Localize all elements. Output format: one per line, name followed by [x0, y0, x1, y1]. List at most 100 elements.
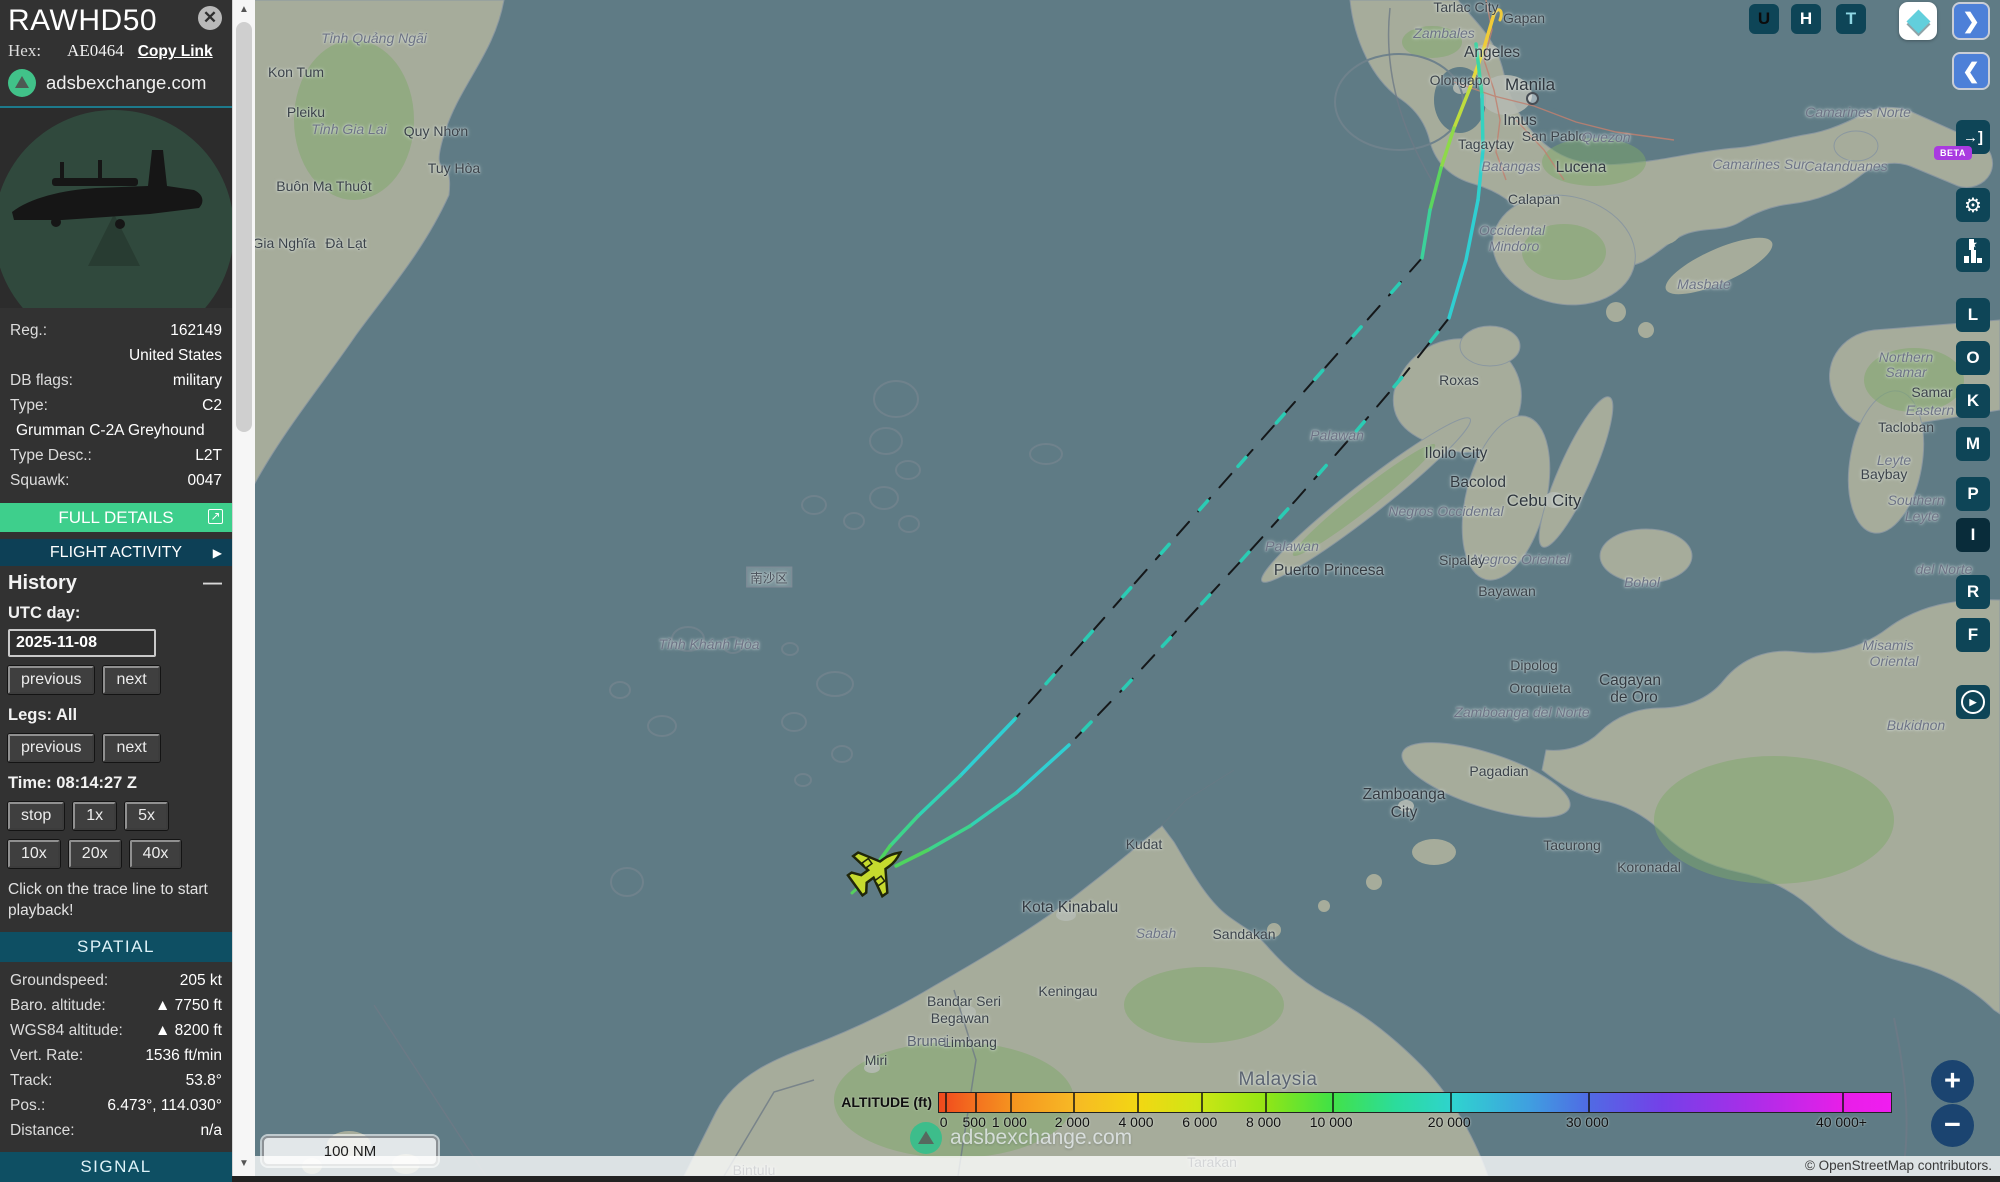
previous-day-button[interactable]: previous [8, 666, 95, 694]
map[interactable]: Tỉnh Quảng Ngãi Kon Tum Pleiku Tỉnh Gia Lai… [254, 0, 2000, 1176]
map-canvas [254, 0, 2000, 1176]
sidebar-scrollbar[interactable]: ▲ ▼ [232, 0, 255, 1176]
login-button[interactable]: →] [1956, 120, 1990, 154]
copy-link[interactable]: Copy Link [137, 43, 213, 60]
panel-collapse-button[interactable]: ❮ [1952, 52, 1990, 90]
field-row: Type Desc.: L2T [0, 443, 232, 468]
close-icon[interactable]: ✕ [198, 6, 222, 30]
replay-button[interactable]: ▶ [1956, 685, 1990, 719]
osm-attribution[interactable]: © OpenStreetMap contributors. [1804, 1158, 1992, 1173]
panel-expand-button[interactable]: ❯ [1952, 2, 1990, 40]
field-row: Groundspeed: 205 kt [0, 968, 232, 993]
login-icon: →] [1963, 128, 1983, 146]
layers-button[interactable] [1899, 2, 1937, 40]
field-label: Type: [10, 397, 48, 414]
field-label: Track: [10, 1072, 53, 1089]
map-toggle-t[interactable]: T [1836, 4, 1866, 34]
callsign-title: RAWHD50 [8, 4, 158, 37]
attribution-bar: © OpenStreetMap contributors. [254, 1156, 2000, 1176]
hex-value: AE0464 [67, 41, 124, 60]
utc-day-label: UTC day: [8, 604, 81, 622]
speed-button-40x[interactable]: 40x [129, 840, 182, 868]
field-label: Squawk: [10, 472, 70, 489]
scroll-down-icon[interactable]: ▼ [239, 1158, 249, 1169]
hex-label: Hex: [8, 41, 42, 60]
field-row: WGS84 altitude: ▲ 8200 ft [0, 1018, 232, 1043]
speed-button-10x[interactable]: 10x [8, 840, 60, 868]
filter-button-p[interactable]: P [1956, 477, 1990, 511]
filter-button-r[interactable]: R [1956, 575, 1990, 609]
brand-text: adsbexchange.com [46, 72, 207, 93]
aircraft-photo [0, 108, 232, 308]
field-value: 162149 [170, 322, 222, 339]
filter-button-i[interactable]: I [1956, 518, 1990, 552]
field-row: Pos.: 6.473°, 114.030° [0, 1093, 232, 1118]
settings-button[interactable]: ⚙ [1956, 188, 1990, 222]
map-toggle-u[interactable]: U [1749, 4, 1779, 34]
field-label: Type Desc.: [10, 447, 92, 464]
reef-outlines [609, 53, 1464, 897]
brand-row[interactable]: adsbexchange.com [8, 69, 224, 97]
flight-activity-button[interactable]: FLIGHT ACTIVITY ▶ [0, 539, 232, 566]
scale-label: 100 NM [323, 1142, 377, 1160]
utc-date-input[interactable] [8, 629, 156, 657]
time-label: Time: 08:14:27 Z [8, 774, 138, 792]
field-row: United States [0, 343, 232, 368]
field-row: Grumman C-2A Greyhound [0, 418, 232, 443]
full-details-label: FULL DETAILS [58, 507, 174, 527]
scrollbar-thumb[interactable] [236, 22, 252, 432]
spatial-fields: Groundspeed: 205 kt Baro. altitude: ▲ 7750 … [0, 968, 232, 1143]
field-value: L2T [195, 447, 222, 464]
speed-button-stop[interactable]: stop [8, 802, 65, 830]
speed-button-20x[interactable]: 20x [68, 840, 121, 868]
next-day-button[interactable]: next [103, 666, 160, 694]
full-details-button[interactable]: FULL DETAILS ↗ [0, 503, 232, 532]
field-value: 0047 [187, 472, 222, 489]
flight-info-panel: RAWHD50 ✕ Hex: AE0464 Copy Link adsbexch… [0, 0, 232, 1182]
chevron-right-icon: ❯ [1962, 9, 1980, 33]
map-toggle-h[interactable]: H [1791, 4, 1821, 34]
field-label: Vert. Rate: [10, 1047, 84, 1064]
filter-button-o[interactable]: O [1956, 341, 1990, 375]
field-value: United States [128, 347, 222, 364]
field-row: Baro. altitude: ▲ 7750 ft [0, 993, 232, 1018]
filter-button-l[interactable]: L [1956, 298, 1990, 332]
speed-button-1x[interactable]: 1x [73, 802, 117, 830]
field-row: Distance: n/a [0, 1118, 232, 1143]
scroll-up-icon[interactable]: ▲ [239, 4, 249, 15]
field-value: n/a [200, 1122, 222, 1139]
field-row: Reg.: 162149 [0, 318, 232, 343]
plus-icon: + [1944, 1065, 1961, 1097]
aircraft-icon[interactable] [841, 832, 915, 905]
zoom-out-button[interactable]: − [1931, 1104, 1974, 1147]
field-label: DB flags: [10, 372, 73, 389]
layers-icon [1905, 8, 1931, 34]
field-value: military [172, 372, 222, 389]
previous-leg-button[interactable]: previous [8, 734, 95, 762]
history-heading: History [8, 572, 77, 594]
manila-city-marker [1526, 92, 1539, 105]
field-row: Type: C2 [0, 393, 232, 418]
collapse-icon[interactable]: — [203, 572, 222, 594]
minus-icon: − [1944, 1109, 1961, 1141]
field-row: DB flags: military [0, 368, 232, 393]
legs-label: Legs: All [8, 706, 78, 724]
field-label: Reg.: [10, 322, 48, 339]
playback-speed-controls: stop 1x 5x 10x 20x 40x [0, 797, 232, 873]
leaderboard-button[interactable]: ★ [1956, 238, 1990, 272]
speed-button-5x[interactable]: 5x [125, 802, 169, 830]
chevron-right-icon: ▶ [212, 545, 222, 560]
field-label: Baro. altitude: [10, 997, 106, 1014]
field-label: WGS84 altitude: [10, 1022, 123, 1039]
zoom-in-button[interactable]: + [1931, 1060, 1974, 1103]
field-value: Grumman C-2A Greyhound [16, 422, 205, 439]
next-leg-button[interactable]: next [103, 734, 160, 762]
field-value: ▲ 7750 ft [154, 997, 222, 1014]
playback-hint: Click on the trace line to start playbac… [8, 881, 208, 919]
filter-button-f[interactable]: F [1956, 618, 1990, 652]
field-row: Squawk: 0047 [0, 468, 232, 493]
filter-button-m[interactable]: M [1956, 427, 1990, 461]
spatial-heading: SPATIAL [0, 932, 232, 962]
flight-activity-label: FLIGHT ACTIVITY [49, 543, 183, 561]
filter-button-k[interactable]: K [1956, 384, 1990, 418]
